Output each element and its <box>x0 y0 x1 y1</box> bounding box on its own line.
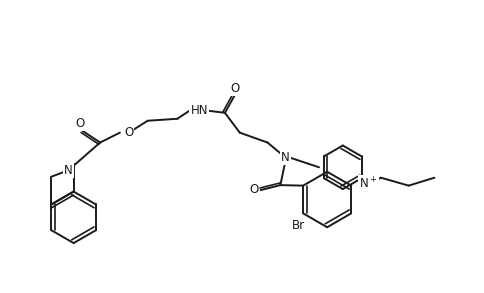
Text: N$^+$: N$^+$ <box>358 176 377 191</box>
Text: N: N <box>64 164 73 177</box>
Text: N: N <box>280 151 289 164</box>
Text: Br: Br <box>291 219 304 232</box>
Text: HN: HN <box>190 104 208 117</box>
Text: O: O <box>76 117 85 130</box>
Text: O: O <box>248 183 257 196</box>
Text: O: O <box>230 81 239 95</box>
Text: O: O <box>124 126 133 139</box>
